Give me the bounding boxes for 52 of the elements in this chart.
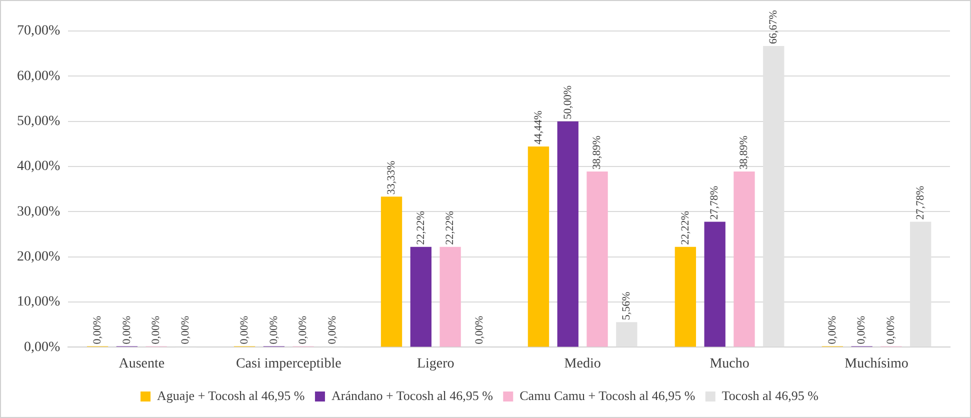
y-tick-label: 50,00% [16, 114, 60, 130]
data-label: 0,00% [180, 316, 192, 344]
y-tick-label: 0,00% [24, 340, 60, 355]
data-label: 0,00% [120, 316, 133, 344]
bar [380, 196, 402, 347]
data-label: 27,78% [914, 186, 926, 220]
legend-label: Tocosh al 46,95 % [722, 388, 819, 403]
data-label: 0,00% [885, 316, 898, 344]
data-label: 0,00% [150, 316, 162, 344]
data-label: 0,00% [326, 316, 339, 344]
legend-label: Arándano + Tocosh al 46,95 % [331, 388, 494, 403]
x-tick-label: Mucho [710, 356, 750, 372]
y-tick-label: 40,00% [16, 159, 60, 174]
data-label: 0,00% [474, 316, 486, 344]
legend-label: Aguaje + Tocosh al 46,95 % [157, 388, 305, 403]
bar [704, 222, 726, 347]
x-tick-label: Ausente [118, 356, 165, 372]
data-label: 38,89% [591, 136, 604, 170]
bar [528, 146, 550, 347]
data-label: 22,22% [679, 210, 692, 245]
bar [616, 322, 638, 347]
bar [557, 121, 578, 347]
data-label: 0,00% [268, 316, 280, 344]
data-label: 0,00% [826, 316, 838, 344]
y-tick-label: 30,00% [16, 204, 60, 220]
y-tick-label: 70,00% [16, 24, 60, 39]
data-label: 0,00% [297, 316, 310, 344]
data-label: 0,00% [856, 316, 868, 344]
x-tick-label: Muchísimo [844, 356, 908, 372]
bar [674, 246, 696, 347]
bar [734, 172, 755, 347]
data-label: 33,33% [385, 160, 398, 195]
bar [440, 246, 461, 347]
data-label: 0,00% [91, 316, 104, 344]
data-label: 22,22% [444, 210, 456, 245]
y-tick-label: 20,00% [16, 250, 60, 265]
data-label: 50,00% [562, 85, 574, 120]
x-tick-label: Ligero [416, 356, 454, 372]
bar [410, 246, 432, 347]
data-label: 44,44% [532, 110, 544, 144]
y-tick-label: 60,00% [16, 68, 60, 84]
y-tick-label: 10,00% [16, 294, 60, 310]
x-tick-label: Casi imperceptible [236, 356, 342, 372]
data-label: 5,56% [620, 292, 633, 320]
x-tick-label: Medio [564, 356, 601, 372]
bar [586, 172, 608, 347]
data-label: 66,67% [768, 10, 780, 44]
data-label: 22,22% [414, 210, 427, 245]
data-label: 0,00% [238, 316, 250, 344]
data-label: 38,89% [738, 136, 750, 170]
legend-label: Camu Camu + Tocosh al 46,95 % [520, 388, 696, 403]
data-label: 27,78% [708, 186, 721, 220]
